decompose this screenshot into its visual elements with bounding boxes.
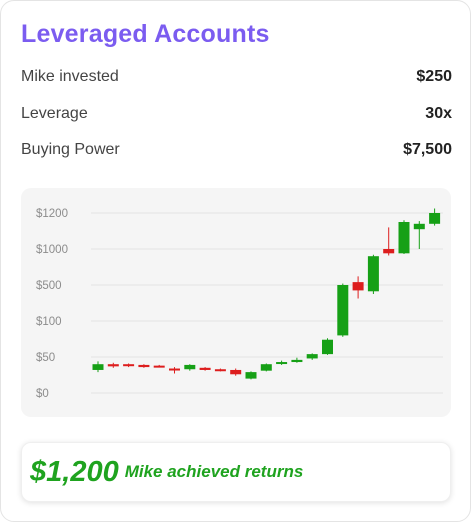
card-title: Leveraged Accounts [21, 20, 270, 48]
stat-label: Mike invested [21, 68, 119, 85]
candle [291, 357, 303, 363]
stat-value: 30x [425, 105, 452, 122]
candle [245, 371, 257, 380]
candle-body [199, 367, 211, 370]
candle-body [291, 359, 303, 363]
candle [429, 208, 441, 226]
y-tick-label: $500 [36, 280, 62, 292]
y-tick-label: $100 [36, 316, 62, 328]
y-tick-label: $1200 [36, 208, 68, 220]
candle-body [153, 365, 165, 368]
result-text: Mike achieved returns [124, 462, 304, 481]
candle-body [337, 285, 349, 336]
stat-row-buying-power: Buying Power $7,500 [21, 141, 452, 159]
candle [169, 367, 180, 374]
y-tick-label: $1000 [36, 244, 68, 256]
candle-body [367, 256, 379, 292]
stat-value: $250 [416, 68, 452, 85]
candle-body [184, 364, 196, 370]
candle-body [123, 364, 135, 367]
candle [199, 367, 211, 371]
candle [413, 221, 425, 249]
stat-row-invested: Mike invested $250 [21, 68, 452, 86]
candle-body [138, 364, 150, 368]
candle-body [169, 368, 180, 371]
candle [92, 361, 104, 373]
chart-canvas: $1200 $1000 $500 $100 $50 $0 [36, 208, 443, 400]
y-tick-label: $50 [36, 352, 55, 364]
candle [107, 362, 119, 368]
candle [367, 254, 379, 294]
stat-value: $7,500 [403, 141, 452, 158]
candle [398, 220, 410, 255]
candle [184, 364, 196, 371]
candle [153, 364, 165, 368]
candle-body [413, 223, 425, 230]
candle-body [107, 364, 119, 367]
candle [123, 363, 135, 368]
candle [352, 276, 364, 299]
candle-body [429, 213, 441, 224]
result-amount: $1,200 [30, 455, 119, 488]
candle [276, 360, 288, 365]
candle [337, 283, 349, 337]
candle-body [214, 369, 226, 372]
stat-row-leverage: Leverage 30x [21, 105, 452, 123]
candle-body [276, 362, 288, 365]
candle-body [92, 364, 104, 370]
candle [230, 368, 242, 376]
candle-body [260, 364, 272, 371]
candle-body [383, 249, 395, 254]
stat-label: Buying Power [21, 141, 120, 158]
candle-body [352, 282, 364, 291]
candle-body [398, 222, 410, 254]
candle [306, 353, 318, 360]
candle [322, 338, 333, 355]
candle [214, 368, 226, 372]
candle-body [245, 372, 257, 379]
candle [138, 364, 150, 368]
y-tick-label: $0 [36, 388, 49, 400]
candle [260, 363, 272, 372]
candle-body [306, 354, 318, 359]
candle [383, 227, 395, 256]
candle-body [322, 339, 333, 355]
stat-label: Leverage [21, 105, 88, 122]
candlestick-chart: $1200 $1000 $500 $100 $50 $0 [21, 188, 451, 417]
candle-body [230, 369, 242, 375]
result-banner: $1,200 Mike achieved returns [21, 442, 451, 502]
